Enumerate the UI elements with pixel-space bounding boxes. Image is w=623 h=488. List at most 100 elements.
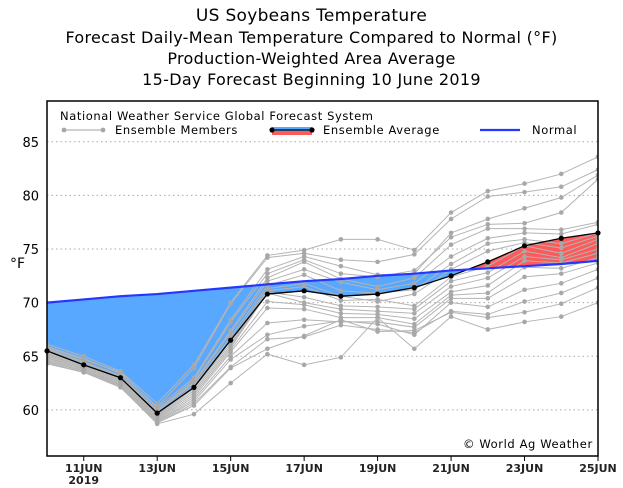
ensemble-member-point	[485, 188, 491, 194]
ensemble-member-point	[558, 195, 564, 200]
ensemble-member-point	[265, 305, 270, 311]
ensemble-member-point	[522, 237, 527, 242]
ensemble-member-point	[301, 254, 307, 259]
ensemble-member-point	[558, 250, 564, 256]
legend-above-swatch	[272, 131, 312, 135]
ensemble-member-point	[228, 319, 233, 325]
ensemble-member-point	[375, 312, 380, 317]
ensemble-member-line	[47, 235, 598, 416]
chart-title: US Soybeans Temperature	[195, 6, 428, 26]
ensemble-average-point	[375, 291, 381, 297]
ensemble-member-point	[558, 290, 564, 296]
ensemble-member-point	[558, 245, 564, 251]
ensemble-member-point	[448, 314, 454, 319]
ensemble-member-point	[522, 189, 527, 195]
ensemble-member-point	[522, 274, 527, 280]
ensemble-member-point	[301, 362, 307, 368]
ensemble-member-point	[522, 254, 527, 259]
ensemble-member-point	[485, 315, 491, 320]
ensemble-member-point	[412, 346, 417, 352]
ensemble-member-point	[485, 226, 491, 231]
x-tick-label: 17JUN	[285, 462, 323, 475]
ensemble-member-point	[558, 241, 564, 246]
ensemble-member-point	[338, 257, 344, 263]
legend-members-dot	[100, 127, 106, 133]
ensemble-member-point	[448, 284, 454, 289]
ensemble-member-point	[265, 346, 270, 352]
ensemble-member-point	[485, 290, 491, 296]
ensemble-member-point	[301, 259, 307, 265]
ensemble-member-point	[191, 365, 197, 371]
ensemble-member-point	[485, 312, 491, 317]
ensemble-member-point	[338, 263, 344, 269]
ensemble-member-point	[485, 270, 491, 275]
ensemble-member-point	[265, 255, 270, 260]
ensemble-member-point	[265, 336, 270, 342]
ensemble-member-point	[301, 333, 307, 339]
ensemble-member-point	[412, 268, 417, 273]
ensemble-average-point	[117, 375, 124, 381]
ensemble-member-point	[522, 230, 527, 236]
ensemble-member-point	[522, 287, 527, 293]
ensemble-average-point	[448, 273, 454, 279]
ensemble-member-point	[558, 314, 564, 319]
plot-frame	[46, 100, 599, 457]
ensemble-member-point	[338, 311, 344, 316]
normal-line	[46, 259, 599, 304]
ensemble-member-point	[338, 271, 344, 276]
ensemble-member-point	[558, 184, 564, 190]
legend-title: National Weather Service Global Forecast…	[60, 109, 374, 123]
ensemble-member-point	[522, 258, 527, 264]
ensemble-average-point	[521, 243, 528, 249]
y-tick-label: 60	[22, 404, 39, 419]
ensemble-member-point	[485, 194, 491, 199]
ensemble-member-point	[485, 235, 491, 241]
ensemble-member-point	[558, 271, 564, 276]
ensemble-member-point	[265, 351, 270, 357]
ensemble-member-point	[228, 301, 233, 307]
credit-text: © World Ag Weather	[463, 437, 593, 451]
ensemble-member-point	[522, 205, 527, 211]
y-axis-label: °F	[10, 256, 25, 272]
ensemble-member-point	[228, 349, 233, 355]
y-tick-label: 70	[22, 297, 39, 312]
ensemble-member-point	[228, 330, 233, 335]
ensemble-member-point	[228, 380, 233, 386]
ensemble-member-point	[191, 411, 197, 417]
below-normal-fill	[47, 260, 598, 414]
chart-titles: US Soybeans Temperature Forecast Daily-M…	[0, 6, 623, 90]
legend: National Weather Service Global Forecast…	[60, 109, 577, 137]
x-tick-label: 23JUN	[506, 462, 544, 475]
ensemble-member-point	[412, 252, 417, 257]
ensemble-member-point	[448, 296, 454, 301]
ensemble-member-point	[412, 281, 417, 286]
ensemble-average-point	[191, 384, 197, 390]
ensemble-member-point	[522, 299, 527, 304]
ensemble-member-point	[448, 234, 454, 240]
y-tick-label: 75	[22, 243, 39, 258]
ensemble-member-point	[485, 304, 491, 310]
ensemble-average-point	[558, 235, 564, 241]
ensemble-member-point	[448, 261, 454, 267]
ensemble-member-point	[558, 210, 564, 215]
ensemble-member-line	[47, 232, 598, 415]
ensemble-member-point	[485, 241, 491, 246]
ensemble-member-point	[228, 365, 233, 371]
ensemble-member-point	[558, 281, 564, 286]
ensemble-member-line	[47, 268, 598, 423]
ensemble-member-point	[338, 355, 344, 360]
ensemble-member-point	[448, 278, 454, 284]
ensemble-member-point	[301, 247, 307, 253]
ensemble-member-point	[522, 309, 527, 315]
ensemble-member-point	[375, 284, 380, 289]
ensemble-member-point	[301, 294, 307, 300]
ensemble-member-point	[485, 327, 491, 332]
ensemble-member-point	[265, 271, 270, 276]
ensemble-member-point	[375, 308, 380, 314]
ensemble-member-point	[448, 300, 454, 305]
ensemble-member-point	[412, 275, 417, 281]
legend-average-dot	[309, 127, 315, 133]
ensemble-member-point	[301, 272, 307, 278]
ensemble-member-point	[118, 385, 123, 390]
